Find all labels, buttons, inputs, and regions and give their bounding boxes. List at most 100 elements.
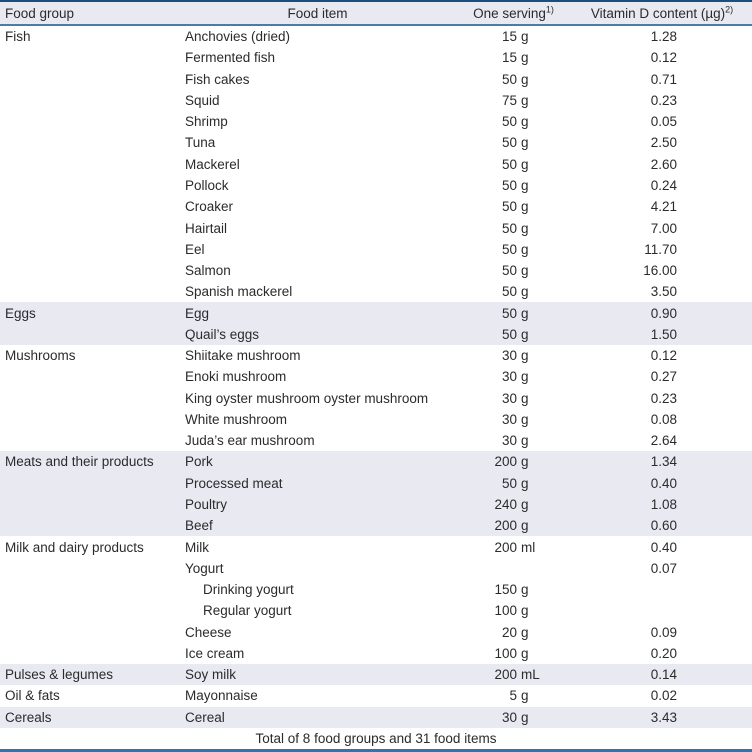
serving-unit: g xyxy=(521,263,529,279)
food-item-cell: Squid xyxy=(185,92,220,108)
table-row: Cheese 20 g 0.09 xyxy=(0,621,752,642)
table-row: Pollock 50 g 0.24 xyxy=(0,175,752,196)
table-footer-row: Total of 8 food groups and 31 food items xyxy=(0,728,752,749)
vitamin-d-cell: 0.07 xyxy=(650,560,677,576)
one-serving-cell: 30 g xyxy=(455,369,572,384)
serving-unit: ml xyxy=(521,539,536,555)
food-group-cell: Milk and dairy products xyxy=(5,539,144,555)
vitamin-d-cell: 2.64 xyxy=(650,433,677,449)
serving-amount: 100 xyxy=(494,645,517,661)
food-item-cell: Mackerel xyxy=(185,156,240,172)
col-header-food-item: Food item xyxy=(287,5,348,21)
table-footer-text: Total of 8 food groups and 31 food items xyxy=(255,731,497,746)
serving-unit: g xyxy=(521,624,529,640)
food-item-cell: Shrimp xyxy=(185,114,228,130)
food-item-cell: Pollock xyxy=(185,177,229,193)
vitamin-d-cell: 1.08 xyxy=(650,496,677,512)
one-serving-cell: 50 g xyxy=(455,135,572,150)
one-serving-cell: 50 g xyxy=(455,306,572,321)
serving-amount: 30 xyxy=(501,433,517,449)
one-serving-cell: 50 g xyxy=(455,157,572,172)
serving-amount: 50 xyxy=(501,326,517,342)
vitamin-d-cell: 3.43 xyxy=(650,709,677,725)
vitamin-d-cell: 0.14 xyxy=(650,667,677,683)
one-serving-cell: 100 g xyxy=(455,646,572,661)
vitamin-d-cell: 0.05 xyxy=(650,114,677,130)
serving-amount: 15 xyxy=(501,29,517,45)
vitamin-d-cell: 0.71 xyxy=(650,71,677,87)
serving-unit: g xyxy=(521,199,529,215)
food-item-cell: Pork xyxy=(185,454,213,470)
one-serving-cell: 200 g xyxy=(455,454,572,469)
table-row: Pulses & legumes Soy milk 200 mL 0.14 xyxy=(0,663,752,686)
one-serving-cell: 50 g xyxy=(455,242,572,257)
serving-unit: g xyxy=(521,390,529,406)
table-row: Ice cream 100 g 0.20 xyxy=(0,643,752,664)
vitamin-d-cell: 0.90 xyxy=(650,305,677,321)
serving-unit: g xyxy=(521,135,529,151)
table-row: Spanish mackerel 50 g 3.50 xyxy=(0,281,752,302)
serving-unit: g xyxy=(521,454,529,470)
one-serving-cell: 50 g xyxy=(455,284,572,299)
table-row: Fish Anchovies (dried) 15 g 1.28 xyxy=(0,26,752,47)
serving-amount: 75 xyxy=(501,92,517,108)
vitamin-d-cell: 0.20 xyxy=(650,645,677,661)
table-row: Drinking yogurt 150 g xyxy=(0,579,752,600)
serving-amount: 100 xyxy=(494,603,517,619)
one-serving-cell: 50 g xyxy=(455,199,572,214)
food-item-cell: Croaker xyxy=(185,199,234,215)
one-serving-cell: 200 ml xyxy=(455,540,572,555)
one-serving-cell: 50 g xyxy=(455,263,572,278)
vitamin-d-cell: 0.24 xyxy=(650,177,677,193)
serving-unit: g xyxy=(521,411,529,427)
vitamin-d-cell: 1.34 xyxy=(650,454,677,470)
table-body: Fish Anchovies (dried) 15 g 1.28 Fermented fi… xyxy=(0,26,752,728)
col-header-vitamin-d-label: Vitamin D content (µg) xyxy=(590,5,726,21)
serving-unit: g xyxy=(521,114,529,130)
table-row: Beef 200 g 0.60 xyxy=(0,515,752,537)
serving-unit: g xyxy=(521,369,529,385)
vitamin-d-cell: 0.12 xyxy=(650,50,677,66)
food-item-cell: Cereal xyxy=(185,709,225,725)
serving-amount: 30 xyxy=(501,709,517,725)
table-row: Shrimp 50 g 0.05 xyxy=(0,111,752,132)
vitamin-d-cell: 2.50 xyxy=(650,135,677,151)
table-row: Quail’s eggs 50 g 1.50 xyxy=(0,323,752,345)
food-group-cell: Cereals xyxy=(5,709,52,725)
serving-amount: 50 xyxy=(501,156,517,172)
serving-unit: g xyxy=(521,348,529,364)
serving-unit: mL xyxy=(521,667,540,683)
vitamin-d-cell: 4.21 xyxy=(650,199,677,215)
table-row: Eel 50 g 11.70 xyxy=(0,239,752,260)
serving-amount: 20 xyxy=(501,624,517,640)
one-serving-cell: 200 g xyxy=(455,518,572,533)
serving-unit: g xyxy=(521,475,529,491)
one-serving-cell: 240 g xyxy=(455,497,572,512)
food-item-cell: Regular yogurt xyxy=(203,603,292,619)
serving-amount: 5 xyxy=(509,688,517,704)
table-row: Salmon 50 g 16.00 xyxy=(0,260,752,281)
one-serving-cell: 50 g xyxy=(455,221,572,236)
vitamin-d-cell: 0.40 xyxy=(650,539,677,555)
serving-unit: g xyxy=(521,645,529,661)
food-item-cell: Salmon xyxy=(185,263,231,279)
one-serving-cell: 30 g xyxy=(455,710,572,725)
food-item-cell: Yogurt xyxy=(185,560,224,576)
food-item-cell: Beef xyxy=(185,518,213,534)
one-serving-cell: 15 g xyxy=(455,29,572,44)
food-item-cell: Milk xyxy=(185,539,209,555)
serving-unit: g xyxy=(521,496,529,512)
table-row: Enoki mushroom 30 g 0.27 xyxy=(0,366,752,387)
serving-amount: 50 xyxy=(501,177,517,193)
serving-amount: 200 xyxy=(494,667,517,683)
vitamin-d-cell: 0.08 xyxy=(650,411,677,427)
serving-amount: 15 xyxy=(501,50,517,66)
serving-unit: g xyxy=(521,709,529,725)
col-header-vitamin-d: Vitamin D content (µg)2) xyxy=(572,5,752,21)
table-row: Fermented fish 15 g 0.12 xyxy=(0,47,752,68)
serving-unit: g xyxy=(521,603,529,619)
one-serving-cell: 50 g xyxy=(455,114,572,129)
serving-unit: g xyxy=(521,433,529,449)
